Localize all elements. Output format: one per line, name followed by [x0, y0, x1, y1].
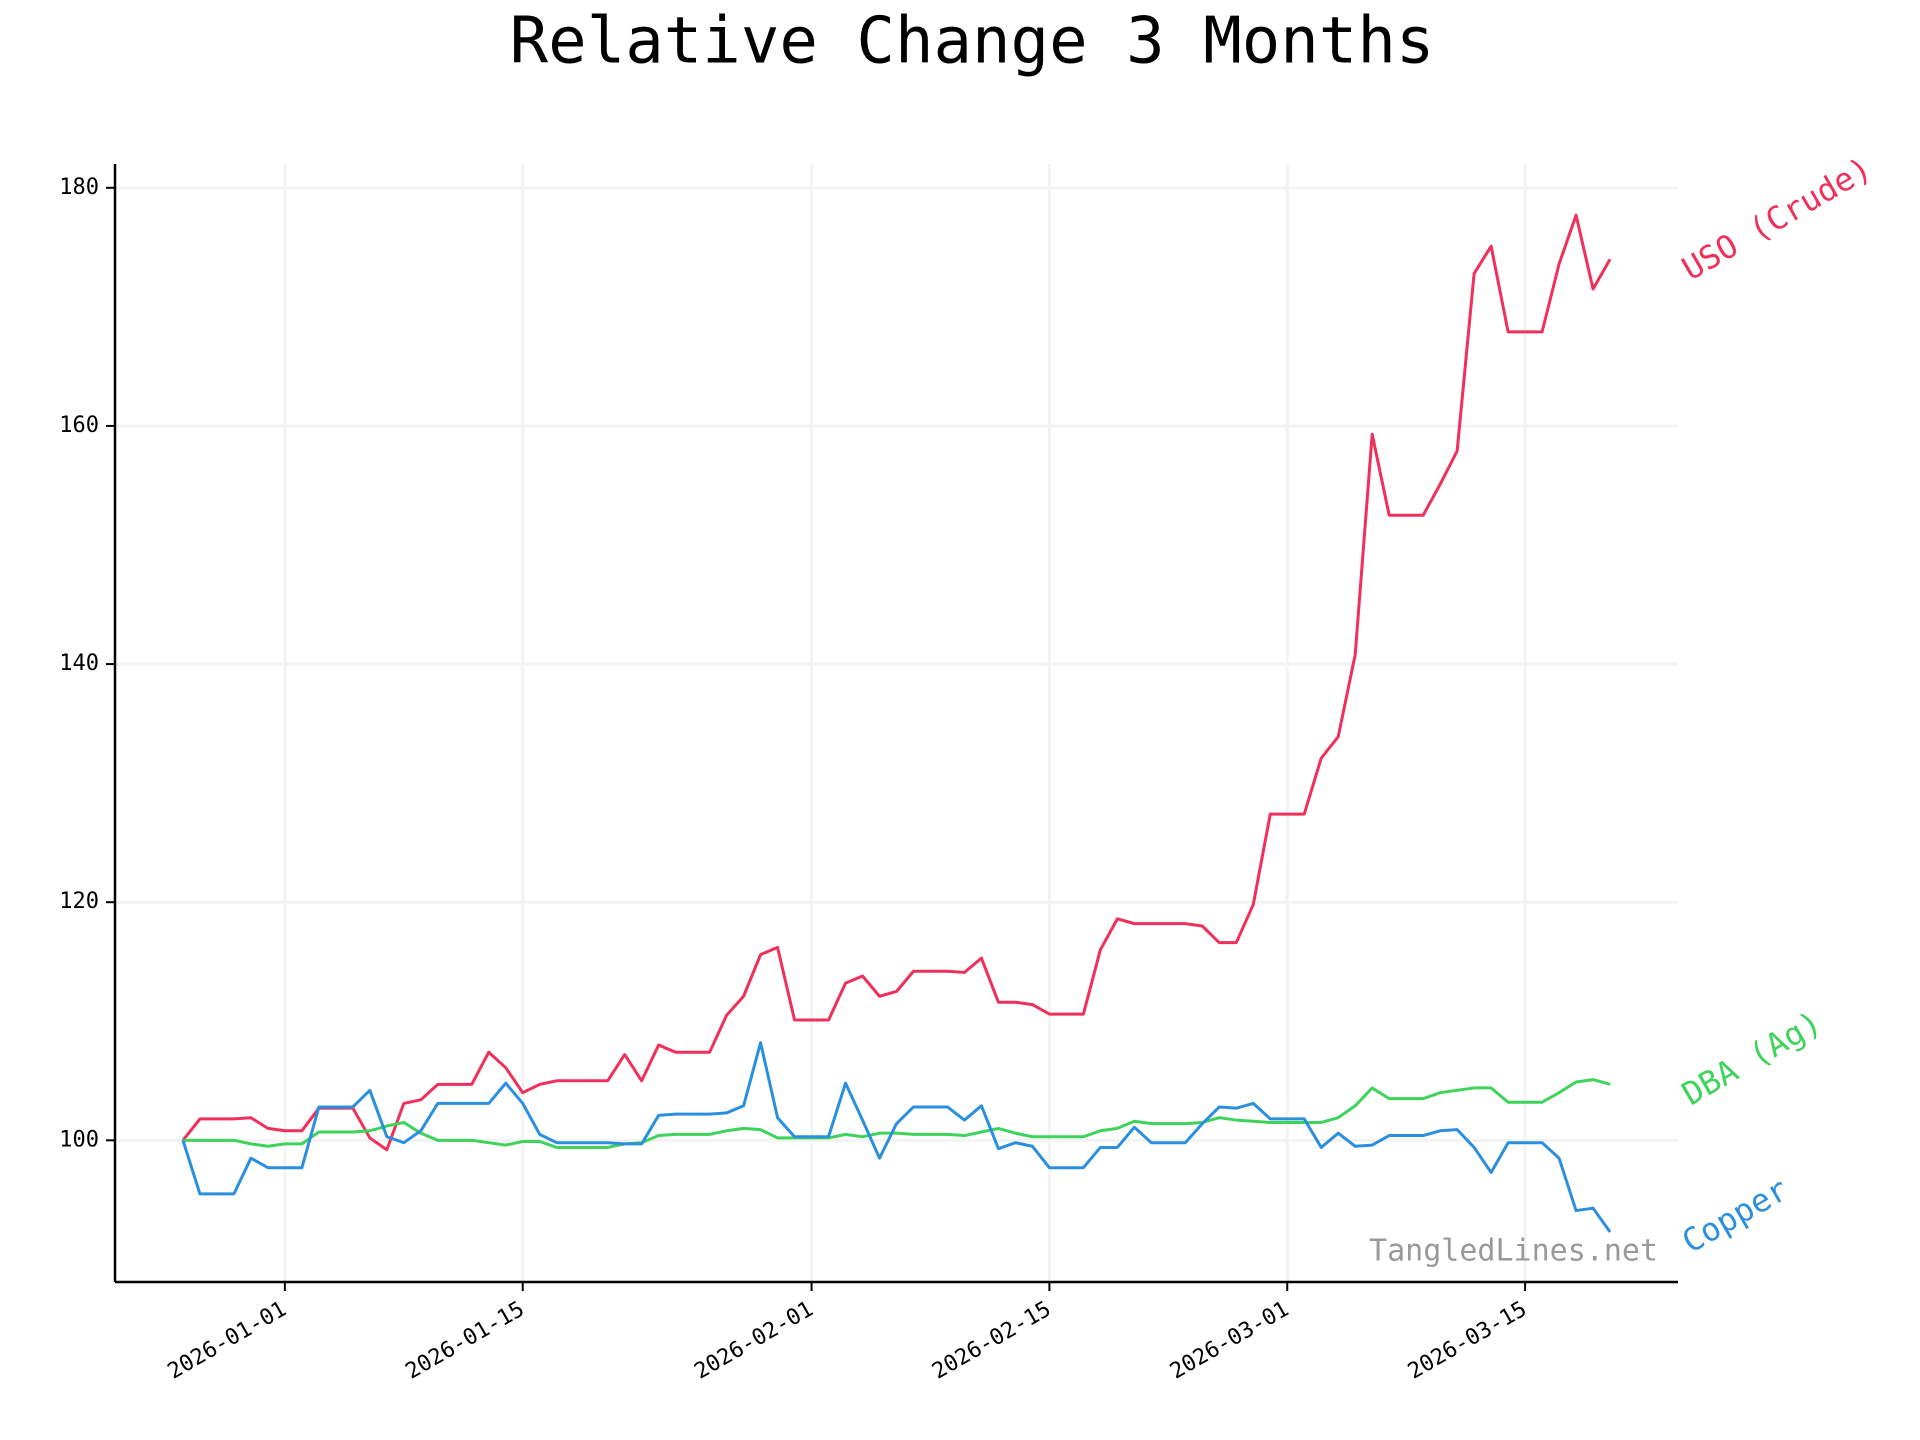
series-line	[181, 213, 1612, 1152]
y-tick-label: 140	[59, 651, 99, 676]
series-label: DBA (Ag)	[1676, 1003, 1828, 1113]
series-line	[181, 1041, 1612, 1233]
y-tick-label: 100	[59, 1127, 99, 1152]
watermark: TangledLines.net	[1369, 1234, 1658, 1269]
y-tick-label: 120	[59, 889, 99, 914]
y-tick-label: 160	[59, 413, 99, 438]
x-tick-label: 2026-02-15	[928, 1297, 1055, 1385]
y-tick-label: 180	[59, 175, 99, 200]
series-line	[182, 1078, 1611, 1149]
x-tick-label: 2026-02-01	[690, 1297, 817, 1385]
series-label: Copper	[1676, 1170, 1795, 1261]
chart-title: Relative Change 3 Months	[510, 5, 1435, 79]
series-label: USO (Crude)	[1676, 149, 1879, 288]
x-tick-label: 2026-03-15	[1404, 1297, 1531, 1385]
x-tick-label: 2026-03-01	[1166, 1297, 1293, 1385]
x-tick-label: 2026-01-15	[402, 1297, 529, 1385]
x-tick-label: 2026-01-01	[164, 1297, 291, 1385]
